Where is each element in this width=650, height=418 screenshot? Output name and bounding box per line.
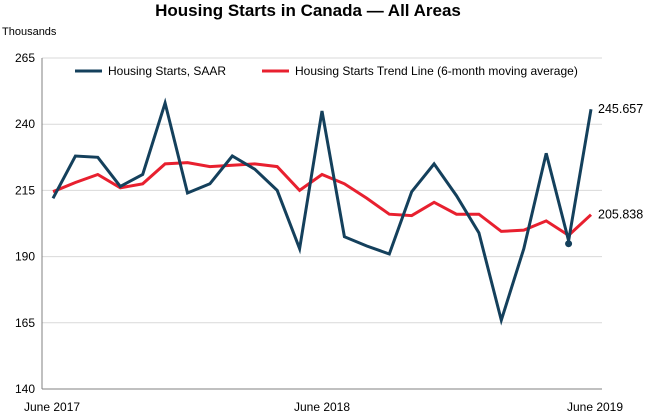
annotation-dot-0 [565,240,573,248]
tick-labels: 140 165 190 215 240 265 June 2017 June 2018 June… [15,51,643,414]
gridlines [42,57,602,324]
end-label-trend: 205.838 [598,208,643,222]
x-tick-label-24: June 2019 [567,400,623,414]
y-tick-label-240: 240 [15,117,35,131]
series-lines [51,97,593,326]
legend-label-1: Housing Starts Trend Line (6-month movin… [295,64,578,78]
y-tick-label-190: 190 [15,250,35,264]
legend-label-0: Housing Starts, SAAR [108,64,226,78]
y-tick-label-140: 140 [15,382,35,396]
legend: Housing Starts, SAAR Housing Starts Trend… [75,64,578,78]
y-axis-unit-label: Thousands [2,26,57,38]
x-tick-label-0: June 2017 [24,400,80,414]
x-tick-label-12: June 2018 [294,400,350,414]
series-line-housing-starts-saar [51,97,593,326]
end-label-saar: 245.657 [598,102,643,116]
y-tick-label-165: 165 [15,316,35,330]
series-line-trend [52,161,593,238]
y-tick-label-265: 265 [15,51,35,65]
y-tick-label-215: 215 [15,183,35,197]
axes [41,58,602,390]
chart-title: Housing Starts in Canada — All Areas [155,1,461,20]
